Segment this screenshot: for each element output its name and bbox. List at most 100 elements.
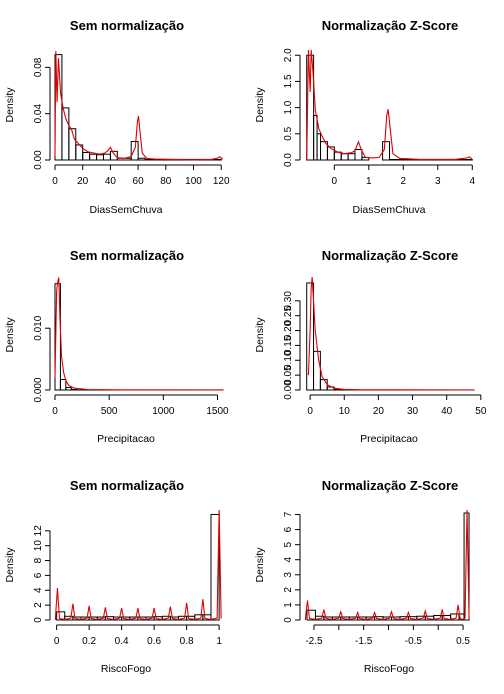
- y-tick-label: 0: [283, 617, 294, 623]
- y-tick-label: 2.0: [283, 48, 294, 62]
- panel-3: Sem normalização Precipitacao Density 0 500 1…: [4, 248, 229, 445]
- y-tick-label: 4: [283, 557, 294, 563]
- x-axis-label: Precipitacao: [97, 433, 155, 445]
- histogram-bar: [90, 154, 97, 160]
- x-tick-label: -1.5: [355, 636, 373, 647]
- x-axis-label: RiscoFogo: [101, 663, 151, 675]
- y-tick-label: 1.5: [283, 74, 294, 88]
- x-tick-label: -2.5: [305, 636, 323, 647]
- x-tick-label: 60: [133, 176, 145, 187]
- x-tick-label: 0.6: [147, 636, 161, 647]
- x-axis-label: Precipitacao: [360, 433, 418, 445]
- density-curve: [55, 278, 223, 390]
- y-axis-label: Density: [254, 87, 266, 123]
- y-axis-label: Density: [4, 87, 16, 123]
- histogram-bar: [320, 380, 327, 390]
- y-axis-label: Density: [4, 547, 16, 583]
- panel-5: Sem normalização RiscoFogo Density 0 0.2 0.4 0…: [4, 478, 222, 675]
- chart-title: Sem normalização: [70, 248, 184, 263]
- density-curve: [308, 277, 474, 390]
- y-tick-label: 8: [33, 557, 44, 563]
- y-tick-label: 2: [33, 602, 44, 608]
- histogram-bar: [334, 152, 341, 160]
- x-tick-label: 40: [105, 176, 117, 187]
- chart-title: Normalização Z-Score: [322, 248, 459, 263]
- y-tick-label: 3: [283, 572, 294, 578]
- x-tick-label: 20: [373, 406, 385, 417]
- histogram-bar: [348, 154, 355, 160]
- x-tick-label: 0.2: [82, 636, 96, 647]
- histogram-bar: [314, 351, 321, 390]
- x-tick-label: 1: [366, 176, 372, 187]
- chart-title: Normalização Z-Score: [322, 18, 459, 33]
- x-tick-label: 0: [332, 176, 338, 187]
- histogram-bar: [138, 158, 145, 160]
- x-tick-label: 2: [401, 176, 407, 187]
- x-tick-label: 0: [307, 406, 313, 417]
- y-axis-label: Density: [4, 317, 16, 353]
- y-axis-label: Density: [254, 317, 266, 353]
- x-tick-label: 0: [54, 636, 60, 647]
- y-tick-label: 0.08: [33, 57, 44, 77]
- density-curve: [55, 51, 223, 159]
- y-tick-label: 7: [283, 511, 294, 517]
- y-tick-label: 0.30: [283, 291, 294, 311]
- panel-2: Normalização Z-Score DiasSemChuva Density 0…: [254, 18, 475, 216]
- y-tick-label: 1.0: [283, 100, 294, 114]
- y-tick-label: 6: [283, 526, 294, 532]
- y-tick-label: 1: [283, 602, 294, 608]
- y-tick-label: 0.010: [33, 315, 44, 340]
- histogram-bar: [317, 134, 320, 160]
- x-tick-label: 0.8: [180, 636, 194, 647]
- x-tick-label: 30: [407, 406, 419, 417]
- x-tick-label: 1000: [152, 406, 175, 417]
- x-tick-label: 80: [160, 176, 172, 187]
- x-tick-label: 0.5: [456, 636, 470, 647]
- chart-title: Sem normalização: [70, 18, 184, 33]
- histogram-bar: [131, 141, 138, 160]
- x-axis-label: DiasSemChuva: [90, 204, 163, 216]
- histogram-bar: [66, 388, 71, 390]
- y-tick-label: 4: [33, 587, 44, 593]
- density-curve: [55, 510, 221, 620]
- density-curve: [305, 510, 469, 620]
- panel-4: Normalização Z-Score Precipitacao Density 0…: [254, 248, 487, 445]
- histogram-bar: [110, 151, 117, 160]
- histogram-bar: [83, 152, 90, 160]
- x-tick-label: 0.4: [115, 636, 129, 647]
- y-tick-label: 2: [283, 587, 294, 593]
- histogram-bar: [103, 154, 110, 160]
- x-tick-label: 20: [77, 176, 89, 187]
- x-tick-label: 3: [435, 176, 441, 187]
- y-tick-label: 5: [283, 541, 294, 547]
- y-tick-label: 10: [33, 540, 44, 552]
- chart-title: Normalização Z-Score: [322, 478, 459, 493]
- histogram-bar: [341, 154, 348, 160]
- x-tick-label: 1500: [206, 406, 229, 417]
- x-tick-label: 40: [441, 406, 453, 417]
- x-tick-label: 4: [469, 176, 475, 187]
- chart-title: Sem normalização: [70, 478, 184, 493]
- x-tick-label: 1: [216, 636, 222, 647]
- histogram-bar: [71, 389, 76, 390]
- x-tick-label: 0: [52, 176, 58, 187]
- panel-1: Sem normalização DiasSemChuva Density 0 20 40…: [4, 18, 230, 216]
- x-tick-label: 10: [339, 406, 351, 417]
- x-tick-label: 500: [101, 406, 118, 417]
- y-tick-label: 0: [33, 617, 44, 623]
- y-tick-label: 6: [33, 572, 44, 578]
- x-tick-label: 50: [475, 406, 487, 417]
- y-axis-label: Density: [254, 547, 266, 583]
- histogram-bar: [60, 379, 65, 390]
- histogram-bar: [314, 115, 317, 160]
- y-tick-label: 0.000: [33, 377, 44, 402]
- y-tick-label: 0.0: [283, 153, 294, 167]
- y-tick-label: 0.04: [33, 104, 44, 124]
- x-tick-label: 100: [185, 176, 202, 187]
- x-axis-label: DiasSemChuva: [353, 204, 426, 216]
- x-tick-label: 0: [52, 406, 58, 417]
- y-tick-label: 0.5: [283, 126, 294, 140]
- y-tick-label: 0.00: [33, 150, 44, 170]
